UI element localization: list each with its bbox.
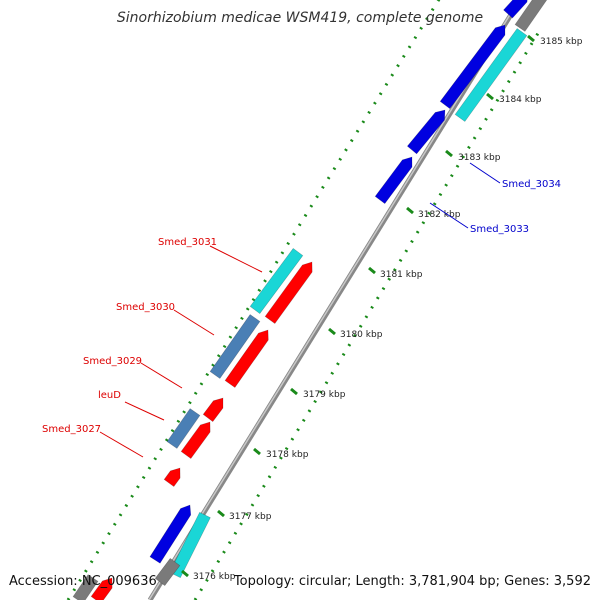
forward-gene-feature[interactable] bbox=[439, 24, 506, 110]
gene-label[interactable]: leuD bbox=[98, 390, 121, 401]
scale-tick-mark bbox=[217, 509, 225, 518]
scale-tick-label: 3176 kbp bbox=[193, 572, 236, 582]
forward-gene-feature[interactable] bbox=[406, 109, 446, 155]
reverse-cds-feature[interactable] bbox=[209, 314, 261, 379]
gene-label-leader bbox=[429, 202, 469, 229]
inner-tick-track bbox=[193, 29, 542, 601]
scale-tick-label: 3178 kbp bbox=[266, 450, 309, 460]
scale-tick-mark bbox=[328, 327, 336, 336]
scale-tick-label: 3185 kbp bbox=[540, 37, 583, 47]
scale-tick-label: 3182 kbp bbox=[418, 210, 461, 220]
reverse-gene-feature[interactable] bbox=[224, 329, 269, 388]
forward-gene-feature[interactable] bbox=[503, 0, 528, 19]
gene-label-leader bbox=[99, 431, 144, 458]
gene-label-leader bbox=[124, 401, 165, 421]
gene-label[interactable]: Smed_3033 bbox=[470, 224, 529, 235]
reverse-gene-feature[interactable] bbox=[90, 577, 113, 604]
scale-tick-label: 3181 kbp bbox=[380, 270, 423, 280]
forward-gene-feature[interactable] bbox=[149, 504, 192, 564]
scale-tick-mark bbox=[445, 149, 453, 158]
gene-label[interactable]: Smed_3034 bbox=[502, 179, 561, 190]
reverse-gene-feature[interactable] bbox=[180, 421, 211, 459]
scale-tick-label: 3184 kbp bbox=[499, 95, 542, 105]
map-title: Sinorhizobium medicae WSM419, complete g… bbox=[116, 10, 484, 26]
reverse-gene-feature[interactable] bbox=[264, 261, 313, 324]
reverse-cds-feature[interactable] bbox=[166, 408, 201, 449]
gene-label[interactable]: Smed_3030 bbox=[116, 302, 175, 313]
reverse-gene-feature[interactable] bbox=[202, 397, 224, 423]
accession-label: Accession: NC_009636 bbox=[9, 574, 157, 589]
scale-tick-label: 3179 kbp bbox=[303, 390, 346, 400]
scale-tick-label: 3177 kbp bbox=[229, 512, 272, 522]
gene-label[interactable]: Smed_3031 bbox=[158, 237, 217, 248]
reverse-gene-feature[interactable] bbox=[163, 467, 181, 487]
scale-tick-label: 3183 kbp bbox=[458, 153, 501, 163]
scale-tick-mark bbox=[290, 387, 298, 396]
gene-label-leader bbox=[469, 162, 501, 184]
gene-label-leader bbox=[140, 362, 183, 389]
other-feature[interactable] bbox=[154, 557, 181, 587]
feature-layer bbox=[72, 0, 550, 604]
scale-tick-mark bbox=[181, 569, 189, 578]
scale-tick-labels: 3176 kbp 3177 kbp 3178 kbp 3179 kbp 3180 kbp… bbox=[181, 34, 583, 582]
scale-tick-mark bbox=[253, 447, 261, 456]
genome-backbone bbox=[147, 0, 523, 602]
forward-cds-feature[interactable] bbox=[454, 28, 528, 122]
gene-label-leader bbox=[209, 245, 263, 273]
forward-cds-feature[interactable] bbox=[249, 248, 304, 314]
gene-label[interactable]: Smed_3027 bbox=[42, 424, 101, 435]
gene-label[interactable]: Smed_3029 bbox=[83, 356, 142, 367]
gene-label-leader bbox=[173, 309, 215, 336]
scale-tick-mark bbox=[527, 34, 535, 43]
genome-summary: Topology: circular; Length: 3,781,904 bp… bbox=[233, 574, 591, 589]
other-feature[interactable] bbox=[514, 0, 550, 32]
genome-backbone-highlight bbox=[148, 0, 520, 601]
scale-tick-mark bbox=[368, 266, 376, 275]
scale-tick-mark bbox=[406, 206, 414, 215]
outer-tick-track bbox=[66, 0, 441, 601]
scale-tick-mark bbox=[486, 92, 494, 101]
scale-tick-label: 3180 kbp bbox=[340, 330, 383, 340]
forward-gene-feature[interactable] bbox=[374, 156, 413, 205]
other-feature[interactable] bbox=[72, 574, 99, 604]
gene-labels: Smed_3034 Smed_3033 Smed_3031 Smed_3030 Smed… bbox=[42, 162, 561, 458]
